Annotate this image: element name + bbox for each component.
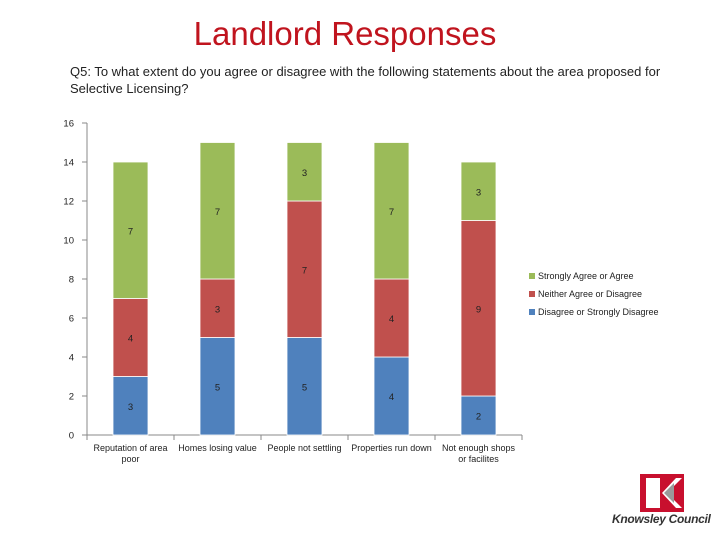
bar-segment [112,161,149,299]
y-tick-label: 6 [69,314,74,325]
data-label: 2 [476,412,481,423]
bar-segment [373,278,410,358]
legend-label: Disagree or Strongly Disagree [538,307,659,317]
bar-segment [373,142,410,280]
question-text: Q5: To what extent do you agree or disag… [70,64,661,96]
legend-label: Strongly Agree or Agree [538,271,634,281]
page-title: Landlord Responses [193,15,497,52]
bar-segment [286,200,323,338]
bar-segment [373,356,410,436]
knowsley-council-logo: Knowsley Council [612,474,712,530]
x-tick-label: Not enough shops [442,443,516,453]
y-tick-label: 8 [69,275,74,286]
data-label: 3 [128,402,133,413]
data-label: 5 [302,382,307,393]
x-tick-label: Reputation of area [93,443,167,453]
y-tick-label: 16 [63,119,74,130]
logo-text: Knowsley Council [612,512,711,526]
y-tick-label: 2 [69,392,74,403]
bar-segment [112,376,149,436]
data-label: 7 [128,226,133,237]
x-tick-label: or facilites [458,454,499,464]
bar-segment [112,298,149,377]
data-label: 3 [215,304,220,315]
data-label: 4 [389,392,394,403]
bar-segment [286,337,323,436]
x-tick-label: People not settling [267,443,341,453]
data-label: 4 [128,334,133,345]
data-label: 7 [302,265,307,276]
x-tick-label: poor [121,454,139,464]
data-label: 9 [476,304,481,315]
knowsley-logo-icon [640,474,684,512]
bar-segment [286,142,323,202]
y-tick-label: 0 [69,431,74,442]
bar-segment [199,142,236,280]
bar-segment [199,278,236,338]
bar-segment [460,395,497,436]
y-tick-label: 10 [63,236,74,247]
x-tick-label: Properties run down [351,443,432,453]
data-label: 7 [389,207,394,218]
x-tick-label: Homes losing value [178,443,257,453]
y-tick-label: 14 [63,158,74,169]
legend-label: Neither Agree or Disagree [538,289,642,299]
data-label: 7 [215,207,220,218]
y-tick-label: 12 [63,197,74,208]
data-label: 3 [302,168,307,179]
data-label: 5 [215,382,220,393]
legend-swatch [529,273,535,279]
data-label: 4 [389,314,394,325]
legend-swatch [529,309,535,315]
bar-segment [199,337,236,436]
bar-segment [460,161,497,221]
legend-swatch [529,291,535,297]
data-label: 3 [476,187,481,198]
y-tick-label: 4 [69,353,74,364]
